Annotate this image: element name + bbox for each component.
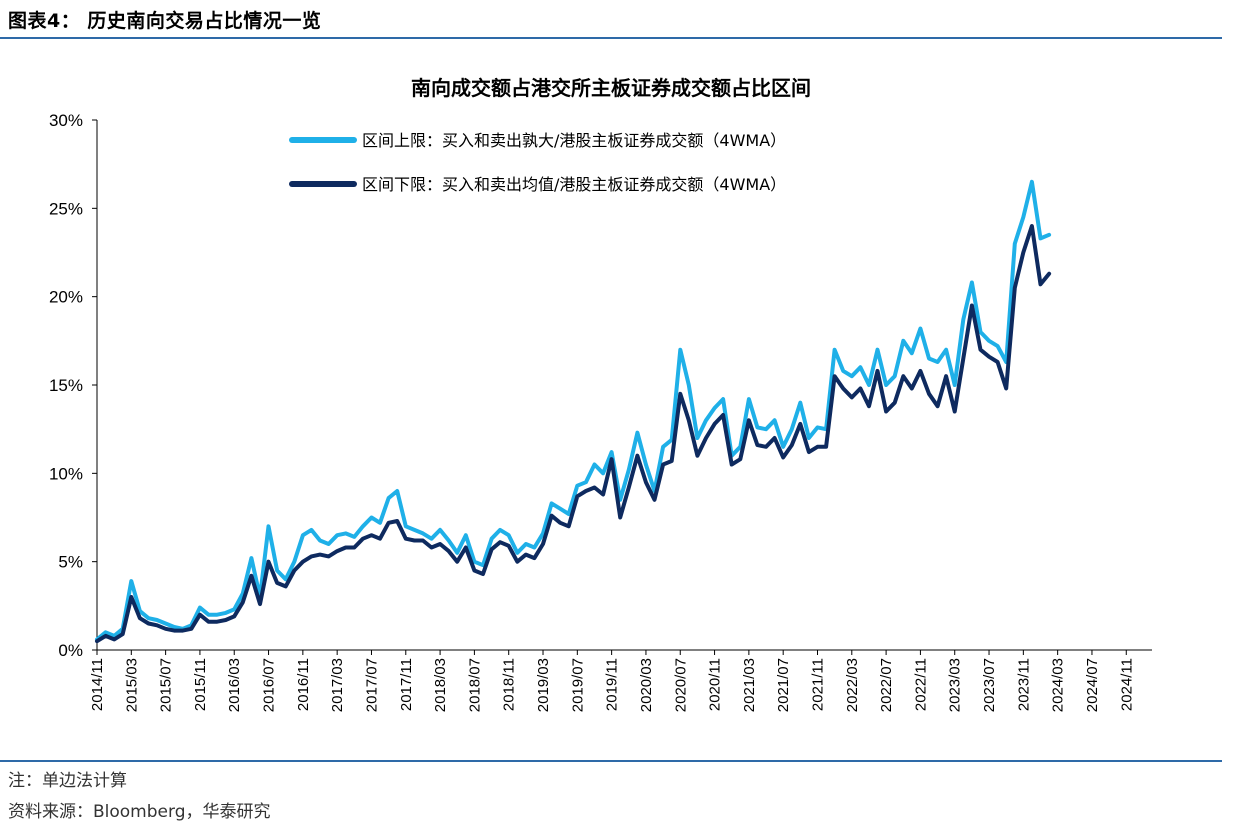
x-tick-label: 2020/07	[672, 658, 689, 712]
y-tick-label: 15%	[49, 376, 83, 395]
x-tick-label: 2022/07	[878, 658, 895, 712]
x-tick-label: 2021/07	[775, 658, 792, 712]
series-upper-bound-line	[95, 179, 1052, 642]
x-tick-label: 2017/11	[398, 658, 415, 711]
chart-title: 南向成交额占港交所主板证券成交额占比区间	[411, 76, 811, 100]
x-tick-label: 2016/07	[261, 658, 278, 712]
x-tick-label: 2018/11	[501, 658, 518, 711]
y-tick-label: 30%	[49, 111, 83, 130]
y-tick-label: 0%	[58, 641, 83, 660]
legend-label-lower: 区间下限：买入和卖出均值/港股主板证券成交额（4WMA）	[362, 175, 786, 194]
x-tick-label: 2019/07	[569, 658, 586, 712]
x-tick-label: 2022/03	[844, 658, 861, 712]
x-tick-label: 2020/11	[707, 658, 724, 711]
x-tick-label: 2024/03	[1050, 658, 1067, 712]
y-tick-label: 5%	[58, 553, 83, 572]
line-chart: 南向成交额占港交所主板证券成交额占比区间 0% 5% 10% 15% 20% 25% 30%…	[49, 76, 1152, 712]
x-tick-label: 2014/11	[89, 658, 106, 711]
legend: 区间上限：买入和卖出孰大/港股主板证券成交额（4WMA） 区间下限：买入和卖出均值…	[289, 131, 786, 194]
bottom-divider	[0, 760, 1222, 762]
x-tick-label: 2019/03	[535, 658, 552, 712]
y-tick-label: 20%	[49, 288, 83, 307]
x-tick-label: 2015/07	[158, 658, 175, 712]
series-lower-bound-line	[95, 224, 1052, 644]
x-tick-label: 2023/07	[981, 658, 998, 712]
footnote: 注：单边法计算	[8, 771, 127, 791]
source-note: 资料来源：Bloomberg，华泰研究	[8, 802, 271, 822]
x-tick-label: 2017/07	[363, 658, 380, 712]
x-tick-label: 2016/03	[226, 658, 243, 712]
x-tick-label: 2018/03	[432, 658, 449, 712]
x-tick-label: 2023/11	[1015, 658, 1032, 711]
top-divider	[0, 37, 1222, 39]
x-tick-label: 2019/11	[604, 658, 621, 711]
x-tick-label: 2022/11	[912, 658, 929, 711]
x-tick-label: 2017/03	[329, 658, 346, 712]
x-tick-label: 2018/07	[466, 658, 483, 712]
x-axis: 2014/11 2015/03 2015/07 2015/11 2016/03 2016/…	[89, 649, 1152, 712]
x-tick-label: 2015/11	[192, 658, 209, 711]
x-tick-label: 2024/11	[1118, 658, 1135, 711]
x-tick-label: 2016/11	[295, 658, 312, 711]
figure-title: 图表4： 历史南向交易占比情况一览	[8, 10, 322, 32]
legend-label-upper: 区间上限：买入和卖出孰大/港股主板证券成交额（4WMA）	[362, 131, 786, 150]
x-tick-label: 2023/03	[947, 658, 964, 712]
x-tick-label: 2024/07	[1084, 658, 1101, 712]
x-tick-label: 2015/03	[123, 658, 140, 712]
series-layer	[95, 179, 1052, 644]
x-tick-label: 2021/03	[741, 658, 758, 712]
y-tick-label: 25%	[49, 199, 83, 218]
y-tick-label: 10%	[49, 464, 83, 483]
x-tick-label: 2021/11	[809, 658, 826, 711]
x-tick-label: 2020/03	[638, 658, 655, 712]
y-axis: 0% 5% 10% 15% 20% 25% 30%	[49, 111, 98, 660]
